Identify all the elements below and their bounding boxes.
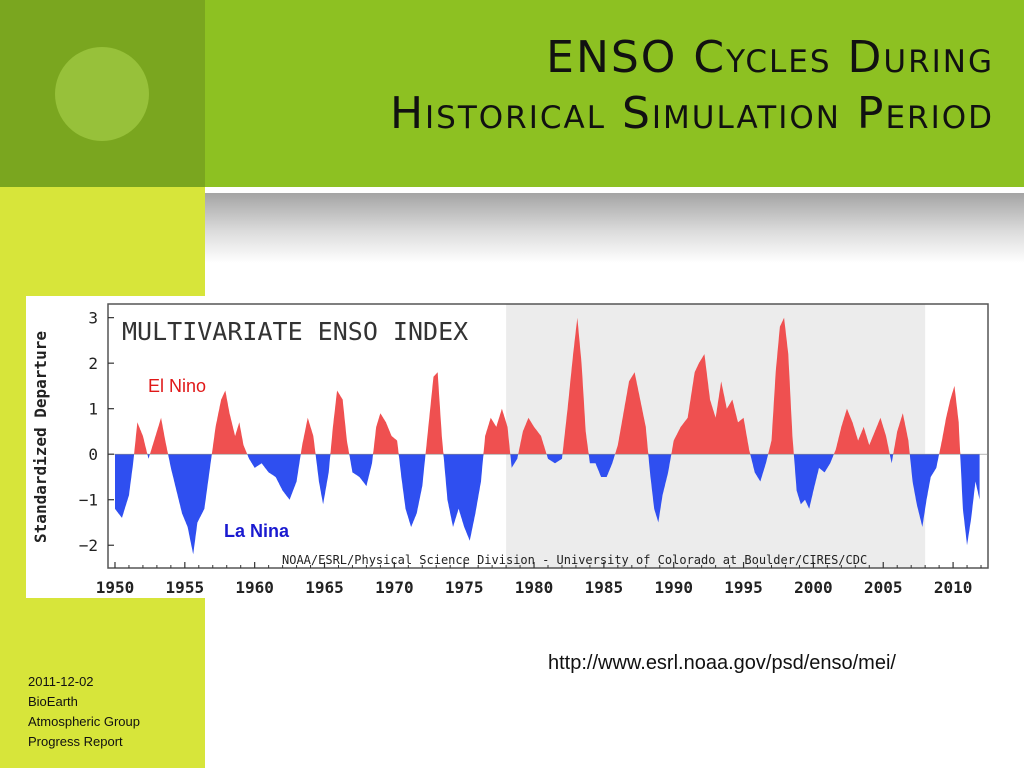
gray-gradient-band	[205, 193, 1024, 263]
x-tick-label: 1995	[724, 578, 763, 597]
x-tick-label: 2010	[934, 578, 973, 597]
x-tick-label: 1990	[654, 578, 693, 597]
y-tick-label: 3	[88, 309, 98, 328]
x-tick-label: 1965	[305, 578, 344, 597]
y-tick-label: −2	[79, 536, 98, 555]
x-tick-label: 1980	[515, 578, 554, 597]
la-nina-label: La Nina	[224, 521, 290, 541]
title-band: ENSO Cycles During Historical Simulation…	[205, 0, 1024, 187]
y-tick-label: −1	[79, 491, 98, 510]
el-nino-label: El Nino	[148, 376, 206, 396]
series-mei-negative-area	[115, 454, 980, 555]
y-tick-label: 2	[88, 354, 98, 373]
enso-chart: 3 2 1 0 −1 −2 1950 1955 1960 1965 1970 1975 1980 1985…	[26, 296, 992, 598]
footer-date: 2011-12-02	[28, 674, 94, 689]
x-tick-label: 1955	[166, 578, 205, 597]
x-tick-label: 1970	[375, 578, 414, 597]
slide-footer: 2011-12-02 BioEarth Atmospheric Group Pr…	[28, 672, 140, 752]
x-tick-label: 2005	[864, 578, 903, 597]
source-url[interactable]: http://www.esrl.noaa.gov/psd/enso/mei/	[548, 652, 896, 674]
slide-title: ENSO Cycles During Historical Simulation…	[390, 30, 994, 142]
x-tick-label: 1950	[96, 578, 135, 597]
slide-title-line-1: ENSO Cycles During	[546, 32, 994, 83]
y-tick-label: 0	[88, 445, 98, 464]
chart-title: MULTIVARIATE ENSO INDEX	[122, 317, 468, 346]
title-divider	[205, 187, 1024, 193]
footer-report: Progress Report	[28, 734, 123, 749]
footer-group: Atmospheric Group	[28, 714, 140, 729]
x-tick-label: 1975	[445, 578, 484, 597]
y-tick-label: 1	[88, 400, 98, 419]
decorative-circle	[55, 47, 149, 141]
sidebar-top-block	[0, 0, 205, 187]
slide-title-line-2: Historical Simulation Period	[389, 88, 994, 139]
footer-project: BioEarth	[28, 694, 78, 709]
chart-credit: NOAA/ESRL/Physical Science Division - Un…	[282, 553, 867, 567]
x-tick-label: 2000	[794, 578, 833, 597]
x-tick-label: 1985	[585, 578, 624, 597]
y-axis-label: Standardized Departure	[31, 331, 50, 543]
x-tick-label: 1960	[235, 578, 274, 597]
